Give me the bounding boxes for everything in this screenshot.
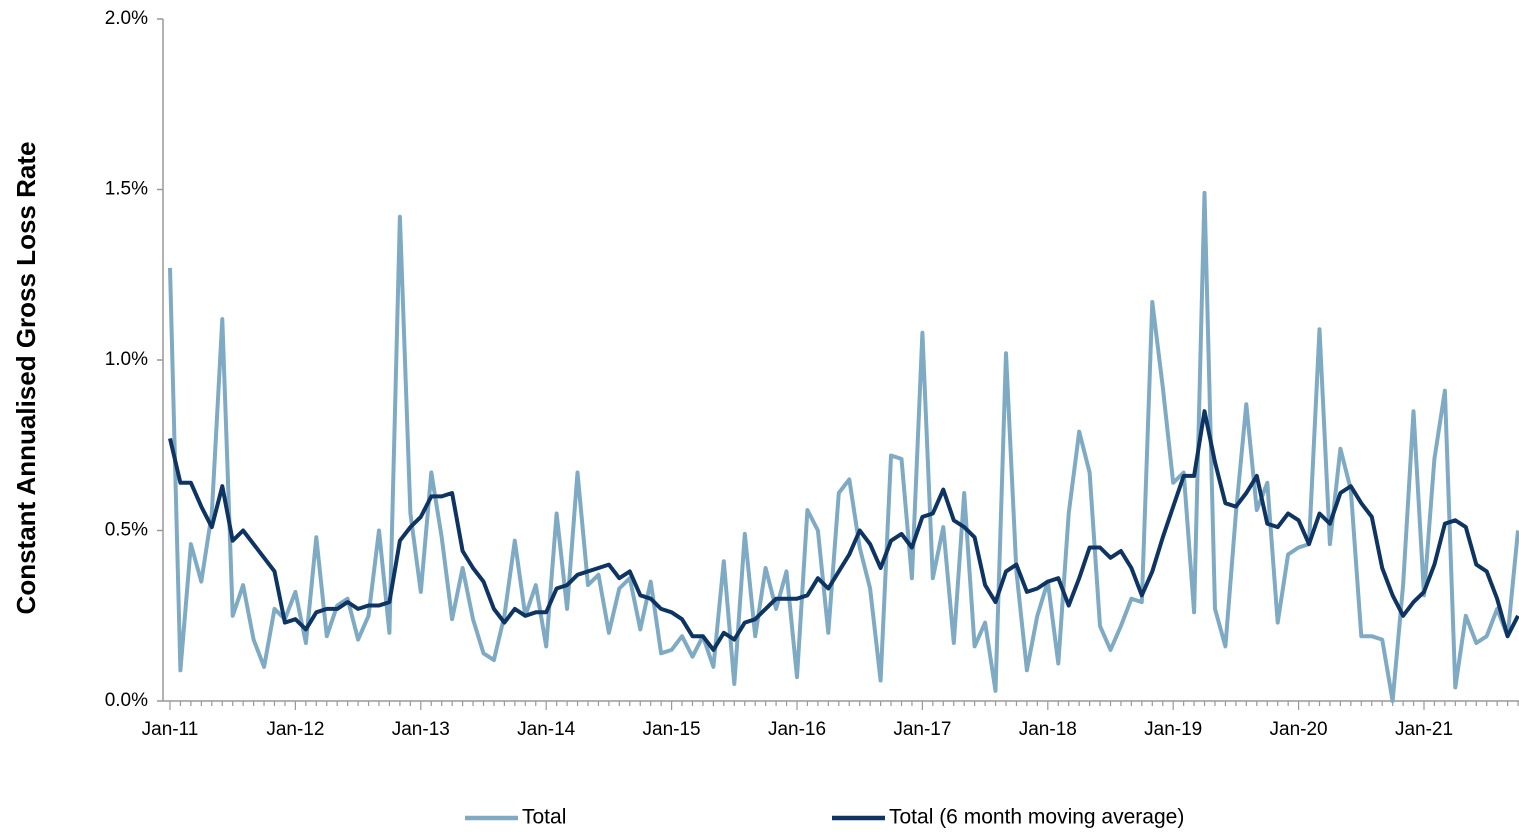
y-tick-label: 1.5% (105, 179, 148, 200)
x-tick-label: Jan-16 (768, 719, 826, 740)
y-axis-label: Constant Annualised Gross Loss Rate (11, 142, 41, 615)
x-tick-label: Jan-19 (1144, 719, 1202, 740)
series-line (168, 409, 1519, 652)
legend-label: Total (6 month moving average) (889, 806, 1184, 829)
y-tick-label: 0.5% (105, 520, 148, 541)
y-tick-label: 0.0% (105, 690, 148, 711)
x-tick-label: Jan-21 (1395, 719, 1453, 740)
y-tick-label: 1.0% (105, 349, 148, 370)
series-line (168, 190, 1519, 703)
x-tick-label: Jan-12 (266, 719, 324, 740)
x-tick-label: Jan-18 (1019, 719, 1077, 740)
x-tick-label: Jan-20 (1270, 719, 1328, 740)
x-tick-label: Jan-11 (142, 719, 199, 740)
x-tick-label: Jan-13 (392, 719, 450, 740)
y-tick-label: 2.0% (105, 8, 148, 29)
legend-label: Total (522, 806, 566, 829)
x-tick-label: Jan-14 (517, 719, 576, 740)
x-tick-label: Jan-17 (893, 719, 951, 740)
x-tick-label: Jan-15 (643, 719, 701, 740)
